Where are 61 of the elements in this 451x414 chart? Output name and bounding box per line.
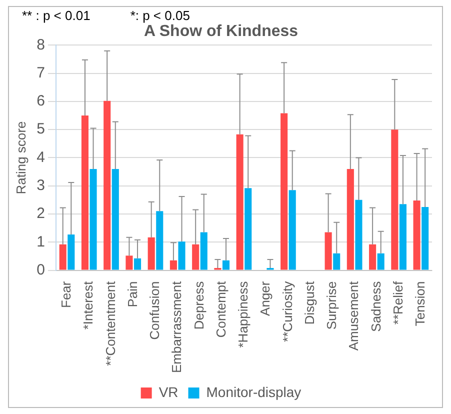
bar: [170, 260, 177, 270]
x-tick-label: *Happiness: [236, 280, 251, 348]
x-tick-label: Pain: [124, 281, 140, 308]
bar: [244, 188, 252, 270]
legend-label: Monitor-display: [206, 384, 302, 400]
text: ** : p < 0.01: [22, 8, 90, 23]
bar: [391, 130, 398, 270]
bar: [148, 237, 155, 270]
bar: [90, 168, 97, 270]
bar: [333, 253, 340, 270]
x-tick-label: **Curiosity: [280, 280, 295, 342]
bar: [156, 211, 164, 270]
bar: [192, 244, 200, 270]
x-tick-label: Amusement: [346, 280, 362, 351]
y-tick-label: 4: [36, 148, 45, 166]
bar: [399, 204, 406, 270]
bar: [422, 206, 429, 270]
bar: [355, 200, 362, 270]
bar: [81, 116, 88, 270]
bar: [59, 244, 66, 270]
bar: [104, 100, 111, 270]
text: *: p < 0.05: [130, 8, 190, 23]
x-tick-label: Embarrassment: [169, 280, 184, 373]
bar: [200, 232, 208, 270]
y-tick-label: 0: [36, 261, 45, 278]
bar: [288, 190, 296, 270]
x-tick-label: Tension: [412, 281, 428, 326]
legend-label: VR: [158, 384, 178, 400]
y-tick-label: 8: [36, 36, 45, 54]
bar: [222, 260, 230, 270]
y-tick-label: 5: [36, 120, 45, 138]
bar: [178, 242, 186, 270]
x-tick-label: Contempt: [213, 280, 228, 338]
x-tick-label: Depress: [191, 280, 206, 330]
x-tick-label: Sadness: [368, 280, 384, 332]
x-tick-label: Confusion: [147, 281, 162, 340]
bar: [126, 256, 133, 270]
x-tick-label: Anger: [258, 280, 273, 316]
x-tick-label: Disgust: [302, 280, 317, 325]
x-tick-label: *Interest: [80, 280, 96, 330]
chart-title: A Show of Kindness: [144, 23, 298, 40]
bar: [377, 253, 384, 270]
x-tick-label: Surprise: [324, 281, 340, 330]
bar: [346, 168, 354, 270]
bar: [324, 232, 332, 270]
bar: [280, 113, 288, 270]
y-tick-label: 6: [36, 92, 45, 110]
x-tick-label: **Relief: [390, 280, 406, 325]
bar: [236, 134, 244, 270]
x-tick-label: **Contentment: [102, 280, 118, 366]
y-axis-title: Rating score: [13, 121, 28, 194]
y-tick-label: 3: [36, 176, 45, 194]
y-tick-label: 2: [36, 205, 45, 222]
bar: [413, 200, 420, 270]
bar: [134, 258, 142, 270]
bar: [112, 168, 119, 270]
bar: [369, 244, 376, 270]
y-tick-label: 7: [36, 64, 45, 82]
x-tick-label: Fear: [58, 280, 74, 308]
bar: [68, 234, 75, 270]
y-tick-label: 1: [36, 233, 45, 250]
